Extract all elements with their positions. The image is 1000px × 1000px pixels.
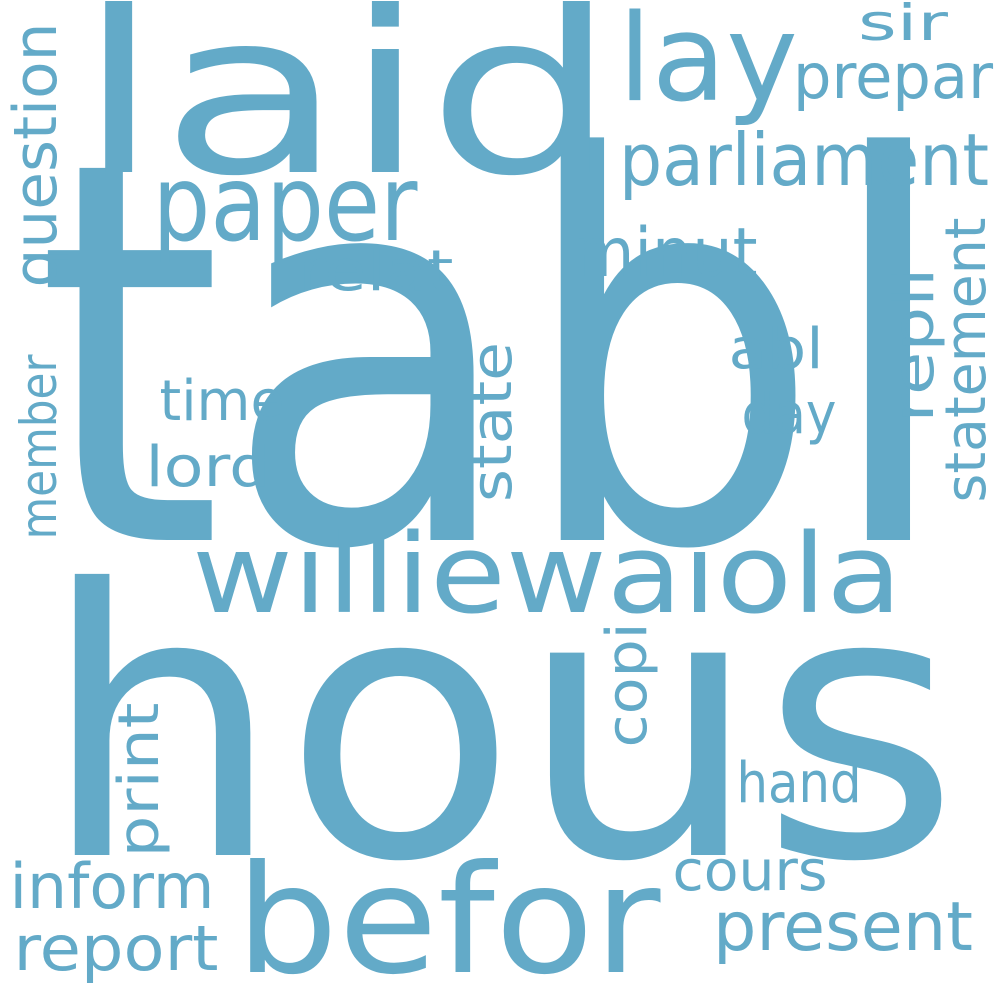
- word-inform: inform: [10, 850, 215, 923]
- word-present: present: [713, 888, 973, 967]
- word-hand: hand: [737, 751, 862, 816]
- word-tabl: tabl: [35, 48, 955, 665]
- word-state: state: [460, 342, 525, 502]
- word-abl: abl: [729, 317, 824, 382]
- word-cours: cours: [673, 839, 828, 904]
- word-hous: hous: [40, 513, 960, 943]
- word-report: report: [14, 912, 219, 985]
- word-lord: lord: [146, 435, 271, 500]
- word-print: print: [107, 703, 172, 858]
- word-day: day: [742, 382, 837, 447]
- word-repli: repli: [882, 268, 947, 423]
- word-question: question: [1, 23, 71, 288]
- word-copi: copi: [595, 623, 660, 748]
- word-paper: paper: [153, 143, 419, 265]
- word-sir: sir: [858, 0, 949, 52]
- word-befor: befor: [236, 834, 661, 1000]
- word-minut: minut: [573, 214, 758, 293]
- word-williewaiola: williewaiola: [192, 510, 902, 638]
- word-member: member: [10, 354, 68, 539]
- word-parliament: parliament: [619, 118, 989, 202]
- word-time: time: [160, 369, 285, 434]
- word-statement: statement: [934, 218, 999, 503]
- word-prepar: prepar: [793, 40, 993, 113]
- word-laid: laid: [77, 0, 617, 226]
- word-relat: relat: [299, 239, 454, 304]
- word-lay: lay: [618, 0, 798, 129]
